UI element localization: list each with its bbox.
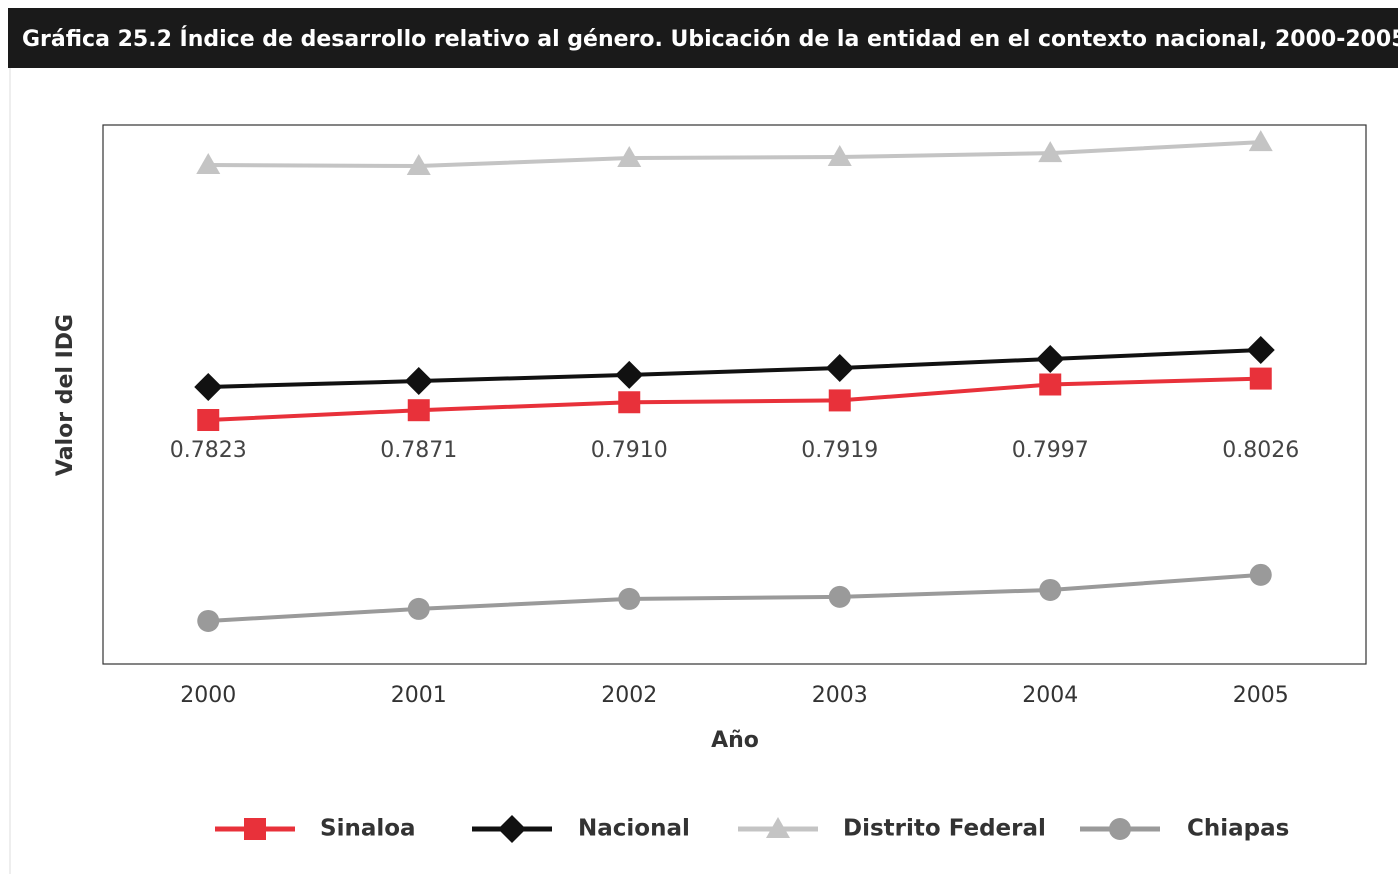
data-label: 0.7823 [170, 438, 247, 463]
point [194, 372, 223, 401]
x-tick-label: 2002 [601, 683, 657, 708]
point [825, 353, 854, 382]
title-bar [8, 8, 1398, 68]
plot-frame [102, 124, 1367, 665]
point [404, 367, 433, 396]
point [1249, 563, 1272, 586]
x-tick-label: 2000 [180, 683, 236, 708]
point [407, 399, 430, 422]
point [1039, 578, 1062, 601]
x-axis-title: Año [711, 728, 759, 753]
series-line [208, 572, 1261, 623]
data-label: 0.7910 [591, 438, 668, 463]
point [618, 391, 641, 414]
x-tick-label: 2003 [812, 683, 868, 708]
point [406, 154, 431, 176]
point [196, 152, 221, 174]
point [407, 597, 430, 620]
point [1249, 367, 1272, 390]
chart-title: Gráfica 25.2 Índice de desarrollo relati… [22, 26, 1398, 52]
point [1036, 345, 1065, 374]
x-tick-label: 2005 [1233, 683, 1289, 708]
data-label: 0.7871 [380, 438, 457, 463]
x-tick-label: 2001 [391, 683, 447, 708]
series-line [208, 140, 1261, 169]
series-line [208, 376, 1261, 422]
legend-label: Nacional [578, 816, 690, 842]
data-label: 0.7919 [801, 438, 878, 463]
point [828, 389, 851, 412]
point [617, 146, 642, 168]
point [1248, 130, 1273, 152]
legend-marker [498, 815, 526, 843]
legend-marker [766, 817, 790, 838]
y-axis-title: Valor del IDG [53, 314, 78, 476]
legend-label: Chiapas [1187, 816, 1289, 842]
point [828, 585, 851, 608]
legend-marker [244, 818, 266, 840]
data-label: 0.8026 [1222, 438, 1299, 463]
legend-label: Sinaloa [320, 816, 416, 842]
point [827, 145, 852, 167]
legend-marker [1109, 818, 1131, 840]
point [615, 360, 644, 389]
point [1038, 141, 1063, 163]
legend-label: Distrito Federal [843, 816, 1046, 842]
point [197, 609, 220, 632]
series-line [208, 348, 1261, 389]
x-tick-label: 2004 [1022, 683, 1078, 708]
data-label: 0.7997 [1012, 438, 1089, 463]
point [1039, 373, 1062, 396]
point [197, 409, 220, 432]
point [1246, 336, 1275, 365]
point [618, 587, 641, 610]
